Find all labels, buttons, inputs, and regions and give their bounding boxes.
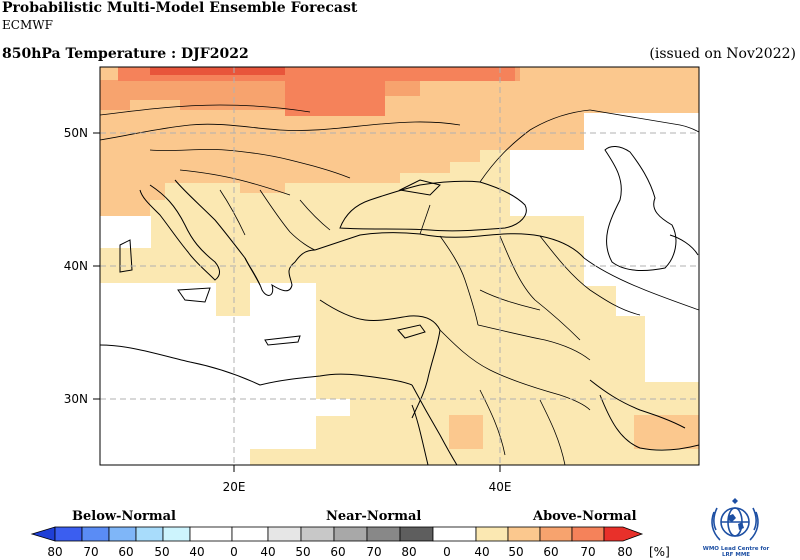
legend-below-70 [54,526,83,542]
legend-below-50 [108,526,137,542]
legend-tick: 70 [83,545,99,559]
issued-date: (issued on Nov2022) [649,46,796,62]
prob-shading-80 [150,67,285,75]
legend-tick: 80 [47,545,63,559]
wmo-logo-caption: WMO Lead Centre for LRF MME [702,546,770,558]
legend-tick: 80 [617,545,633,559]
legend-unit: [%] [649,545,670,559]
legend-tick: 0 [230,545,238,559]
model-center: ECMWF [2,18,53,32]
legend-tick: 70 [580,545,596,559]
legend-below-arrow [30,526,56,542]
legend-above-60 [539,526,573,542]
legend-tick: 80 [401,545,417,559]
legend-tick: 50 [295,545,311,559]
lat-label-50n: 50N [64,126,88,140]
gridlines [100,67,699,465]
legend-tick: 40 [474,545,490,559]
variable-label: 850hPa Temperature : DJF2022 [2,46,249,62]
coastlines [100,146,699,465]
legend-below-60 [81,526,110,542]
legend-below-40 [135,526,164,542]
legend-tick: 60 [118,545,134,559]
wmo-logo-icon [711,498,759,541]
legend-above-70 [571,526,605,542]
legend-near-max [399,526,434,542]
legend-tick: 40 [189,545,205,559]
legend-below-0 [162,526,191,542]
lat-label-40n: 40N [64,259,88,273]
legend-white-b [432,526,477,542]
legend-above-arrow [603,526,644,542]
legend-below-label: Below-Normal [72,509,176,524]
no-signal-areas [100,216,699,465]
legend-above-40 [475,526,509,542]
axis-ticks [93,132,501,472]
legend-tick: 60 [330,545,346,559]
chart-title: Probabilistic Multi-Model Ensemble Forec… [2,0,358,16]
legend-tick: 50 [508,545,524,559]
legend-near-label: Near-Normal [326,509,422,524]
lon-label-20e: 20E [223,480,246,494]
legend-tick: 60 [543,545,559,559]
legend-tick: 0 [443,545,451,559]
lat-label-30n: 30N [64,392,88,406]
legend-tick: 50 [154,545,170,559]
legend-near-70 [333,526,368,542]
country-borders [100,104,699,465]
legend-near-40 [231,526,269,542]
legend-colorbar [30,526,644,542]
legend-tick: 70 [366,545,382,559]
legend-tick: 40 [260,545,276,559]
legend-above-label: Above-Normal [533,509,637,524]
legend-white-a [189,526,233,542]
legend-near-50 [267,526,302,542]
legend-above-50 [507,526,541,542]
legend-near-80 [366,526,401,542]
legend-near-60 [300,526,335,542]
lon-label-40e: 40E [489,480,512,494]
